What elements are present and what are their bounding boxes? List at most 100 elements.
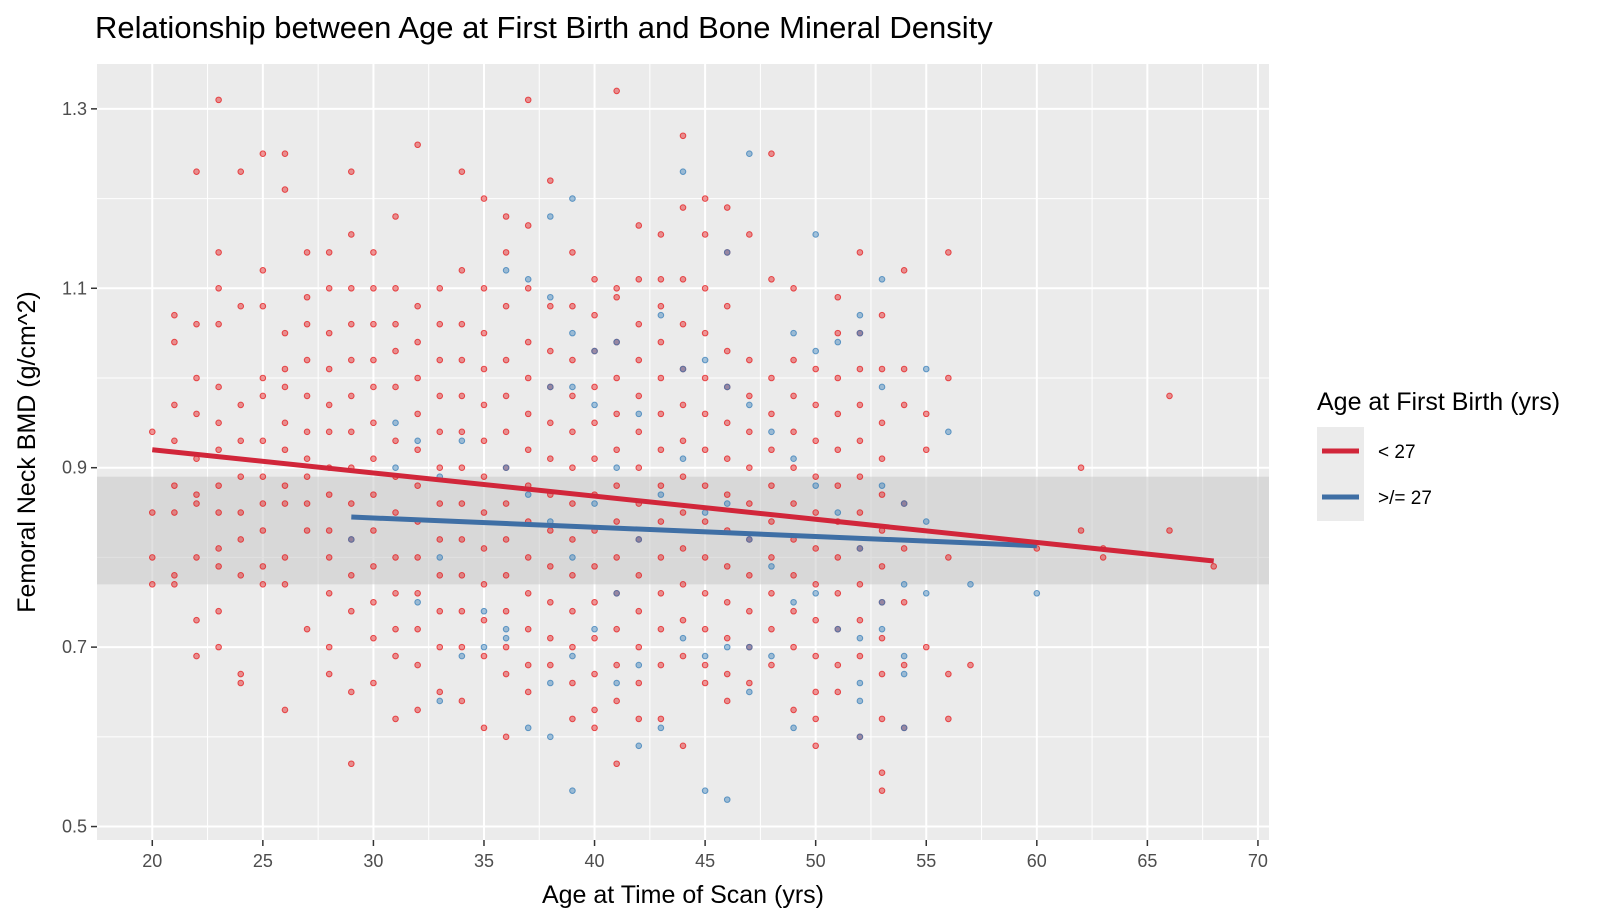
point-under-27 [878, 419, 886, 427]
point-under-27 [414, 706, 421, 714]
y-axis: 0.5 0.7 0.9 1.1 1.3 [62, 99, 97, 837]
point-under-27 [392, 213, 399, 220]
point-under-27 [480, 195, 488, 202]
point-under-27 [325, 329, 333, 337]
point-under-27 [591, 311, 598, 319]
point-under-27 [922, 643, 930, 651]
point-under-27 [1077, 464, 1085, 471]
point-under-27 [613, 446, 620, 454]
point-under-27 [657, 302, 665, 310]
point-27-or-more [701, 787, 709, 794]
point-27-or-more [502, 464, 510, 471]
point-under-27 [348, 428, 355, 436]
point-under-27 [303, 455, 311, 463]
point-under-27 [237, 572, 245, 579]
point-under-27 [547, 302, 554, 310]
point-under-27 [502, 536, 510, 543]
point-27-or-more [635, 410, 643, 418]
point-27-or-more [922, 589, 930, 597]
x-tick-label: 45 [695, 851, 715, 871]
point-under-27 [723, 455, 731, 463]
point-27-or-more [900, 670, 908, 678]
point-under-27 [370, 527, 377, 534]
point-under-27 [215, 563, 222, 570]
point-27-or-more [723, 500, 731, 507]
point-under-27 [524, 222, 532, 229]
point-under-27 [436, 356, 444, 364]
point-under-27 [325, 527, 333, 534]
point-27-or-more [790, 455, 797, 463]
point-under-27 [480, 616, 488, 624]
point-under-27 [569, 356, 576, 364]
point-under-27 [502, 670, 510, 678]
point-27-or-more [547, 213, 554, 220]
point-under-27 [171, 482, 178, 489]
point-under-27 [325, 284, 333, 292]
point-under-27 [856, 616, 864, 624]
legend-title: Age at First Birth (yrs) [1317, 388, 1560, 416]
x-tick-label: 40 [585, 851, 605, 871]
point-27-or-more [856, 311, 864, 319]
point-under-27 [613, 284, 620, 292]
point-under-27 [259, 437, 267, 445]
point-under-27 [215, 509, 222, 516]
point-under-27 [281, 419, 289, 427]
point-27-or-more [392, 464, 399, 471]
point-under-27 [635, 356, 643, 364]
point-under-27 [922, 446, 930, 454]
point-under-27 [458, 572, 466, 579]
point-under-27 [259, 392, 267, 400]
point-under-27 [480, 284, 488, 292]
point-under-27 [657, 661, 665, 669]
point-under-27 [259, 473, 267, 480]
point-under-27 [325, 643, 333, 651]
point-27-or-more [746, 150, 753, 158]
x-tick-label: 55 [916, 851, 936, 871]
point-27-or-more [547, 383, 554, 391]
point-under-27 [701, 446, 709, 454]
point-under-27 [613, 518, 620, 525]
legend-label-27-or-more: >/= 27 [1378, 488, 1432, 509]
point-under-27 [237, 679, 245, 687]
y-tick-label: 1.1 [62, 278, 87, 298]
point-27-or-more [812, 589, 819, 597]
point-under-27 [1166, 527, 1173, 534]
point-under-27 [768, 554, 775, 561]
point-under-27 [215, 96, 222, 104]
point-27-or-more [723, 249, 731, 256]
point-under-27 [281, 706, 289, 714]
point-under-27 [635, 428, 643, 436]
point-under-27 [193, 374, 200, 382]
point-under-27 [657, 554, 665, 561]
point-under-27 [701, 374, 709, 382]
point-under-27 [215, 320, 222, 328]
point-under-27 [635, 643, 643, 651]
point-under-27 [325, 554, 333, 561]
point-under-27 [834, 293, 842, 301]
point-under-27 [613, 482, 620, 489]
point-under-27 [635, 392, 643, 400]
point-27-or-more [701, 356, 709, 364]
point-under-27 [701, 329, 709, 337]
point-under-27 [591, 634, 598, 642]
point-under-27 [701, 231, 709, 238]
point-under-27 [569, 715, 576, 723]
point-under-27 [790, 572, 797, 579]
point-under-27 [502, 213, 510, 220]
point-27-or-more [569, 329, 576, 337]
point-under-27 [524, 589, 532, 597]
point-27-or-more [547, 733, 554, 741]
point-under-27 [281, 150, 289, 158]
point-under-27 [547, 177, 554, 184]
point-under-27 [945, 374, 952, 382]
point-under-27 [480, 437, 488, 445]
point-under-27 [679, 616, 687, 624]
point-under-27 [392, 383, 399, 391]
point-27-or-more [569, 383, 576, 391]
point-under-27 [148, 554, 156, 561]
point-under-27 [723, 697, 731, 705]
point-under-27 [723, 634, 731, 642]
point-under-27 [281, 383, 289, 391]
point-27-or-more [922, 365, 930, 373]
point-under-27 [768, 518, 775, 525]
